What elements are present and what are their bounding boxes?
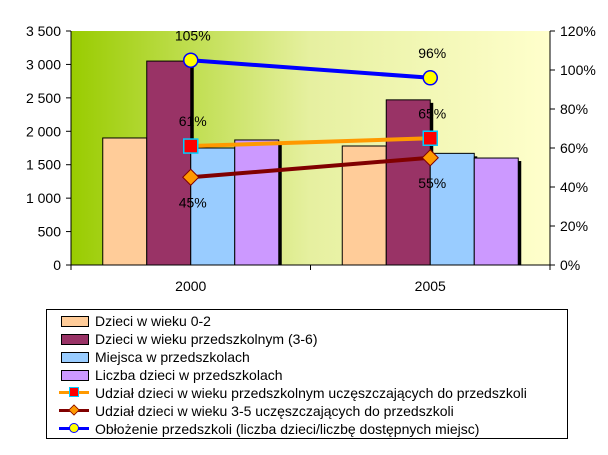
diamond-marker — [421, 149, 439, 167]
left-tick-label: 1 000 — [26, 190, 61, 206]
legend-label: Udział dzieci w wieku 3-5 uczęszczającyc… — [95, 403, 454, 419]
right-tick-label: 120% — [560, 23, 596, 39]
right-tick-label: 60% — [560, 140, 588, 156]
legend-label: Miejsca w przedszkolach — [95, 349, 250, 365]
legend-symbol — [59, 332, 89, 346]
legend-symbol — [59, 368, 89, 382]
bar — [429, 152, 475, 266]
right-axis-ticks: 0% 20% 40% 60% 80% 100% 120% — [550, 23, 596, 273]
legend-swatch — [61, 370, 89, 381]
legend-swatch — [61, 316, 89, 327]
data-label: 65% — [418, 105, 446, 121]
right-tick-label: 100% — [560, 62, 596, 78]
legend-diamond-marker — [68, 404, 80, 416]
legend-label: Liczba dzieci w przedszkolach — [95, 367, 283, 383]
left-tick-label: 3 000 — [26, 56, 61, 72]
legend-label: Udział dzieci w wieku przedszkolnym uczę… — [95, 385, 527, 401]
legend-item: Udział dzieci w wieku 3-5 uczęszczającyc… — [59, 402, 454, 420]
legend-label: Dzieci w wieku przedszkolnym (3-6) — [95, 331, 318, 347]
bar-group — [102, 60, 522, 266]
legend-swatch — [61, 352, 89, 363]
bar — [102, 137, 148, 266]
left-tick-label: 3 500 — [26, 23, 61, 39]
bar — [385, 99, 431, 266]
diamond-marker — [182, 168, 200, 186]
bar — [234, 139, 280, 266]
legend-symbol — [59, 386, 89, 400]
data-label: 96% — [418, 45, 446, 61]
legend-item: Dzieci w wieku 0-2 — [59, 312, 211, 330]
x-tick-label: 2005 — [415, 278, 446, 294]
legend-item: Liczba dzieci w przedszkolach — [59, 366, 283, 384]
legend-square-marker — [69, 387, 79, 397]
bar — [146, 60, 192, 266]
line-group: 61% 65% 45% 55% 105% 96% — [175, 27, 446, 210]
legend-item: Miejsca w przedszkolach — [59, 348, 250, 366]
right-tick-label: 80% — [560, 101, 588, 117]
circle-marker — [422, 70, 438, 86]
data-label: 105% — [175, 27, 211, 43]
right-tick-label: 0% — [560, 257, 580, 273]
data-label: 45% — [179, 194, 207, 210]
circle-marker — [183, 52, 199, 68]
square-marker — [422, 130, 438, 146]
series-line — [190, 58, 431, 80]
bar — [473, 157, 519, 266]
left-axis-ticks: 0 500 1 000 1 500 2 000 2 500 3 000 3 500 — [26, 23, 71, 273]
legend-circle-marker — [69, 423, 79, 433]
square-marker — [183, 138, 199, 154]
data-label: 55% — [418, 175, 446, 191]
x-tick-label: 2000 — [175, 278, 206, 294]
left-tick-label: 1 500 — [26, 157, 61, 173]
legend: Dzieci w wieku 0-2 Dzieci w wieku przedsz… — [46, 309, 568, 439]
right-tick-label: 20% — [560, 218, 588, 234]
left-tick-label: 0 — [53, 257, 61, 273]
legend-symbol — [59, 404, 89, 418]
series-line — [190, 136, 431, 149]
legend-label: Dzieci w wieku 0-2 — [95, 313, 211, 329]
legend-symbol — [59, 422, 89, 436]
right-tick-label: 40% — [560, 179, 588, 195]
left-tick-label: 500 — [38, 224, 62, 240]
legend-item: Obłożenie przedszkoli (liczba dzieci/lic… — [59, 420, 479, 438]
chart-canvas: 0 500 1 000 1 500 2 000 2 500 3 000 3 500 0% 20%… — [26, 23, 596, 294]
x-axis-ticks: 2000 2005 — [70, 265, 551, 294]
legend-symbol — [59, 350, 89, 364]
legend-symbol — [59, 314, 89, 328]
left-tick-label: 2 500 — [26, 90, 61, 106]
left-tick-label: 2 000 — [26, 123, 61, 139]
series-line — [190, 155, 431, 180]
legend-item: Udział dzieci w wieku przedszkolnym uczę… — [59, 384, 527, 402]
legend-swatch — [61, 334, 89, 345]
legend-item: Dzieci w wieku przedszkolnym (3-6) — [59, 330, 318, 348]
legend-label: Obłożenie przedszkoli (liczba dzieci/lic… — [95, 421, 480, 437]
data-label: 61% — [179, 113, 207, 129]
